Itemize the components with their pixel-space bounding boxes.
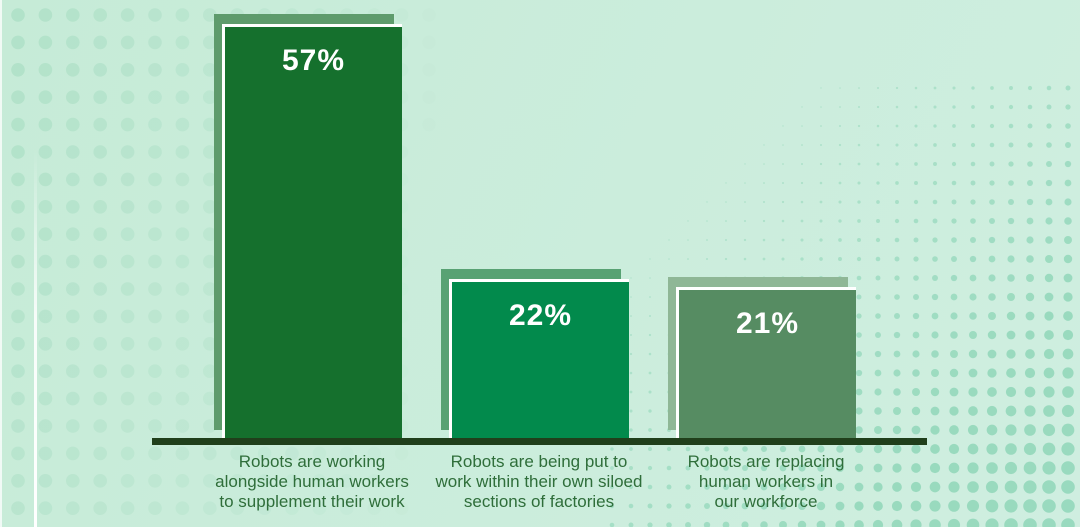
decorative-white-line (34, 148, 37, 527)
bar-replacing: 21% (676, 287, 856, 440)
bar-category-label: Robots are being put to work within thei… (435, 452, 643, 512)
bar-siloed: 22% (449, 279, 629, 440)
bar-group-replacing: 21% Robots are replacing human workers i… (676, 0, 856, 527)
x-axis-line (152, 438, 927, 445)
bar-value-label: 22% (508, 299, 573, 332)
bar-category-label: Robots are working alongside human worke… (215, 452, 409, 512)
bar-value-label: 57% (281, 44, 346, 77)
bar-group-siloed: 22% Robots are being put to work within … (436, 0, 642, 527)
bar-value-label: 21% (735, 307, 800, 340)
bar-category-label: Robots are replacing human workers in ou… (687, 452, 845, 512)
bar-supplement: 57% (222, 24, 402, 440)
decorative-left-edge-line (0, 0, 2, 527)
bar-group-supplement: 57% Robots are working alongside human w… (215, 0, 409, 527)
